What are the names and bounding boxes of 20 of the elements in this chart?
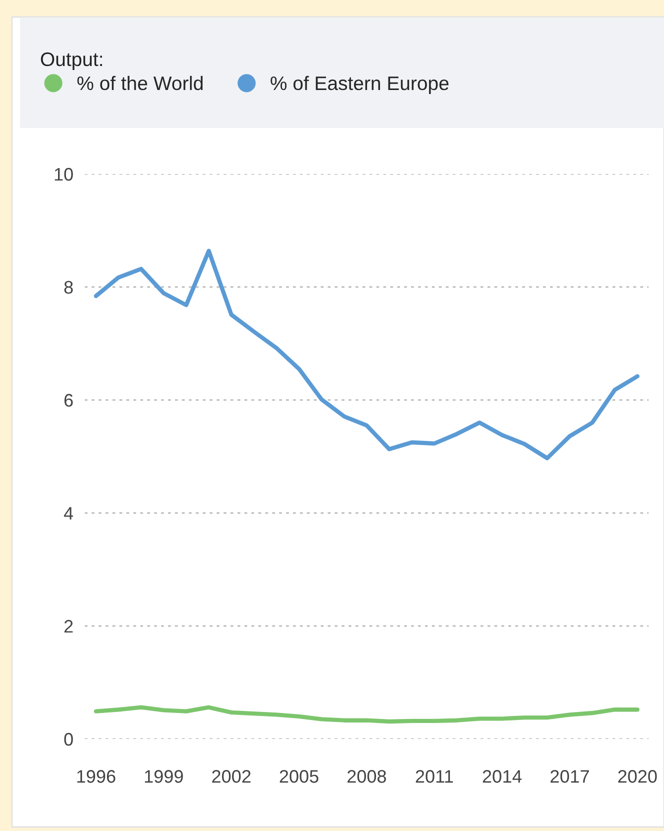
x-tick-label: 2005 — [280, 770, 318, 783]
x-tick-label: 2020 — [618, 770, 657, 783]
y-tick-label: 4 — [64, 507, 74, 520]
legend-label: % of Eastern Europe — [270, 76, 449, 94]
y-tick-label: 8 — [64, 280, 73, 294]
x-tick-label: 1996 — [77, 770, 116, 783]
line-series — [94, 705, 640, 724]
x-tick-label: 2002 — [212, 770, 251, 783]
y-tick-label: 2 — [64, 620, 73, 633]
x-tick-label: 2011 — [416, 770, 453, 783]
x-tick-label: 2008 — [348, 770, 386, 783]
line-series — [94, 248, 640, 460]
x-tick-label: 2017 — [550, 770, 589, 783]
legend-title: Output: — [40, 52, 102, 70]
y-tick-label: 10 — [54, 168, 73, 181]
legend-label: % of the World — [77, 76, 203, 90]
y-tick-label: 6 — [64, 394, 73, 407]
x-tick-label: 1999 — [144, 770, 183, 783]
x-tick-label: 2014 — [482, 770, 522, 783]
y-tick-label: 0 — [64, 732, 73, 746]
